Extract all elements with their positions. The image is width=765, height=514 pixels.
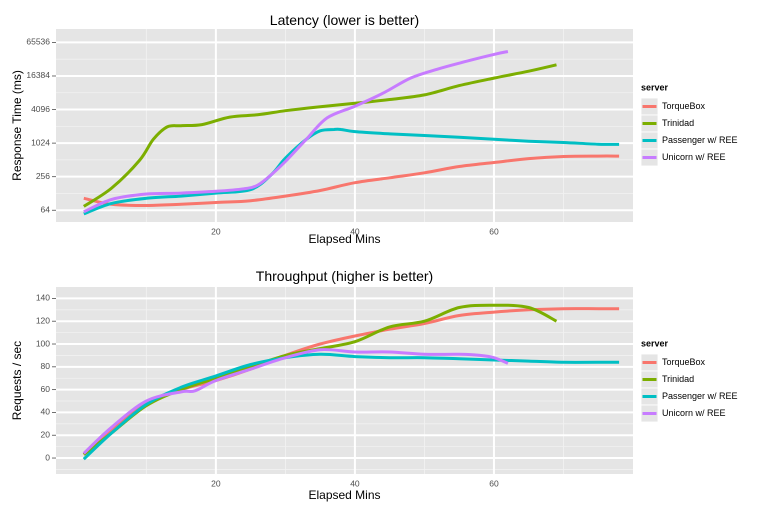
x-tick-label: 20 (211, 478, 221, 488)
legend: server TorqueBox Trinidad Passenger w/ REE U… (640, 82, 738, 167)
x-tick-label: 60 (489, 478, 499, 488)
series-line-torquebox (83, 154, 620, 207)
legend: server TorqueBox Trinidad Passenger w/ REE U… (640, 338, 738, 423)
legend-label: TorqueBox (662, 357, 706, 367)
x-tick-label: 40 (350, 478, 360, 488)
x-axis-label: Elapsed Mins (308, 232, 380, 246)
legend-item-trinidad: Trinidad (640, 370, 694, 389)
series-line-unicorn-w-ree (82, 348, 509, 455)
legend-label: Passenger w/ REE (662, 391, 738, 401)
series-line-unicorn-w-ree (83, 50, 509, 214)
series-line-passenger-w-ree (82, 352, 620, 461)
x-tick-label: 60 (489, 226, 499, 236)
y-tick-label: 4096 (31, 104, 50, 114)
plot-panel (56, 29, 633, 222)
legend-item-passenger-w-ree: Passenger w/ REE (640, 387, 738, 406)
plot-panel (56, 287, 633, 474)
legend-label: Unicorn w/ REE (662, 408, 726, 418)
legend-item-trinidad: Trinidad (640, 114, 694, 133)
y-tick-label: 65536 (26, 37, 50, 47)
x-tick-label: 40 (350, 226, 360, 236)
legend-label: Unicorn w/ REE (662, 152, 726, 162)
throughput-chart: 20 40 60 0 20 40 60 80 100 120 140 Throughput (high… (10, 268, 737, 502)
series-line-trinidad (82, 63, 557, 208)
y-axis-label: Response Time (ms) (10, 70, 24, 181)
latency-chart: 20 40 60 64 256 1024 4096 16384 65536 Latency (lo… (10, 12, 737, 246)
legend-label: Passenger w/ REE (662, 135, 738, 145)
legend-item-torquebox: TorqueBox (640, 353, 706, 372)
legend-item-unicorn-w-ree: Unicorn w/ REE (640, 148, 726, 167)
y-tick-label: 0 (45, 452, 50, 462)
legend-label: Trinidad (662, 118, 694, 128)
legend-label: TorqueBox (662, 101, 706, 111)
legend-item-unicorn-w-ree: Unicorn w/ REE (640, 404, 726, 423)
y-tick-label: 64 (41, 205, 51, 215)
y-tick-label: 80 (41, 361, 51, 371)
y-tick-label: 140 (36, 293, 50, 303)
y-tick-label: 60 (41, 384, 51, 394)
y-tick-label: 20 (41, 429, 51, 439)
y-tick-label: 256 (36, 171, 50, 181)
chart-title: Latency (lower is better) (270, 12, 419, 28)
y-tick-label: 100 (36, 338, 50, 348)
y-tick-label: 1024 (31, 137, 50, 147)
legend-title: server (641, 338, 669, 348)
legend-item-torquebox: TorqueBox (640, 97, 706, 116)
x-tick-label: 20 (211, 226, 221, 236)
x-axis-label: Elapsed Mins (308, 488, 380, 502)
legend-label: Trinidad (662, 374, 694, 384)
series-line-passenger-w-ree (83, 127, 620, 216)
y-tick-label: 16384 (26, 70, 50, 80)
chart-title: Throughput (higher is better) (256, 268, 433, 284)
legend-title: server (641, 82, 669, 92)
y-tick-label: 120 (36, 315, 50, 325)
legend-item-passenger-w-ree: Passenger w/ REE (640, 131, 738, 150)
y-tick-label: 40 (41, 407, 51, 417)
y-axis-label: Requests / sec (10, 341, 24, 420)
